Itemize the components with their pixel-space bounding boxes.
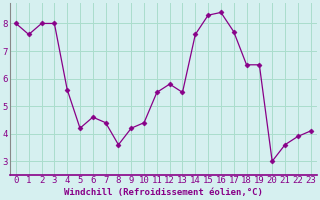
X-axis label: Windchill (Refroidissement éolien,°C): Windchill (Refroidissement éolien,°C) xyxy=(64,188,263,197)
